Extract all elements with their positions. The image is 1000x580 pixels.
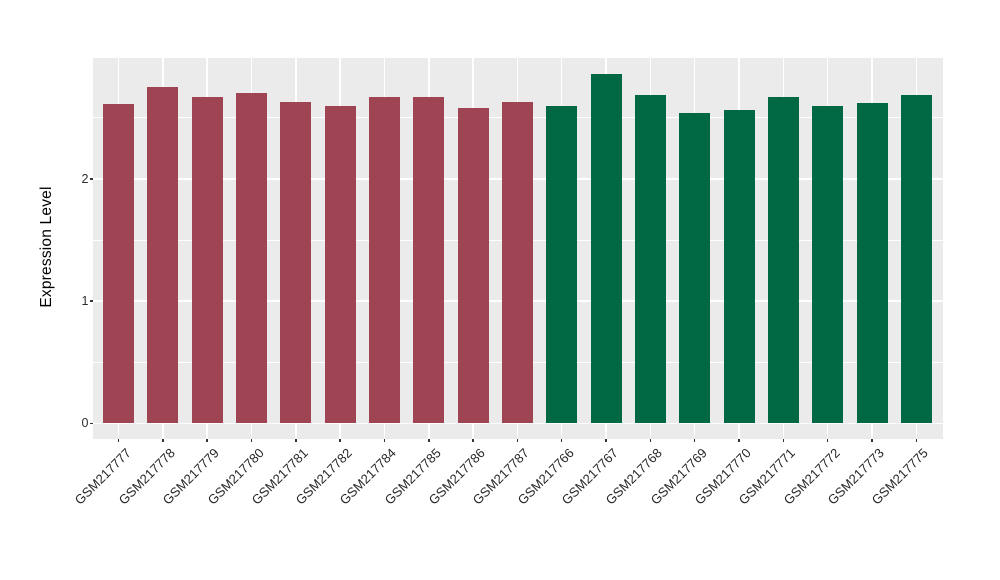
y-tick-mark	[89, 300, 93, 302]
bar-GSM217780	[235, 93, 267, 424]
x-tick-mark	[738, 439, 740, 443]
bar-GSM217767	[590, 73, 622, 424]
x-tick-mark	[339, 439, 341, 443]
bar-GSM217775	[900, 94, 932, 424]
bar-GSM217768	[634, 94, 666, 424]
bar-GSM217781	[280, 101, 312, 424]
bar-GSM217786	[457, 108, 489, 424]
x-tick-mark	[428, 439, 430, 443]
x-tick-mark	[516, 439, 519, 443]
bar-GSM217777	[103, 104, 134, 424]
x-tick-mark	[162, 439, 164, 443]
y-tick-mark	[89, 178, 93, 180]
plot-panel	[93, 56, 943, 439]
x-tick-mark	[782, 439, 785, 443]
y-tick-label: 0	[81, 416, 89, 431]
x-tick-mark	[472, 439, 474, 443]
x-tick-mark	[649, 439, 652, 443]
bar-GSM217770	[723, 110, 755, 424]
bar-GSM217766	[546, 105, 578, 424]
x-tick-mark	[694, 439, 696, 443]
bar-GSM217778	[147, 87, 179, 424]
bar-GSM217784	[368, 97, 400, 424]
x-tick-mark	[915, 439, 918, 443]
bar-GSM217782	[324, 105, 356, 424]
x-tick-mark	[295, 439, 297, 443]
bar-GSM217785	[413, 97, 445, 424]
bar-GSM217769	[679, 112, 711, 424]
y-tick-label: 2	[81, 171, 89, 186]
bar-GSM217773	[856, 103, 888, 424]
bar-GSM217772	[812, 105, 844, 424]
x-tick-mark	[206, 439, 208, 443]
y-axis-title: Expression Level	[38, 186, 55, 308]
bar-GSM217771	[767, 97, 799, 424]
x-tick-mark	[827, 439, 829, 443]
y-tick-mark	[89, 422, 93, 424]
x-tick-mark	[605, 439, 607, 443]
x-tick-mark	[117, 439, 120, 443]
bar-GSM217779	[191, 97, 223, 424]
x-tick-mark	[871, 439, 873, 443]
x-tick-mark	[561, 439, 563, 443]
gridline-major	[93, 56, 943, 58]
x-tick-mark	[250, 439, 253, 443]
gridline-major	[93, 422, 943, 425]
x-tick-mark	[383, 439, 386, 443]
bar-GSM217787	[501, 101, 533, 424]
y-tick-label: 1	[81, 294, 89, 309]
